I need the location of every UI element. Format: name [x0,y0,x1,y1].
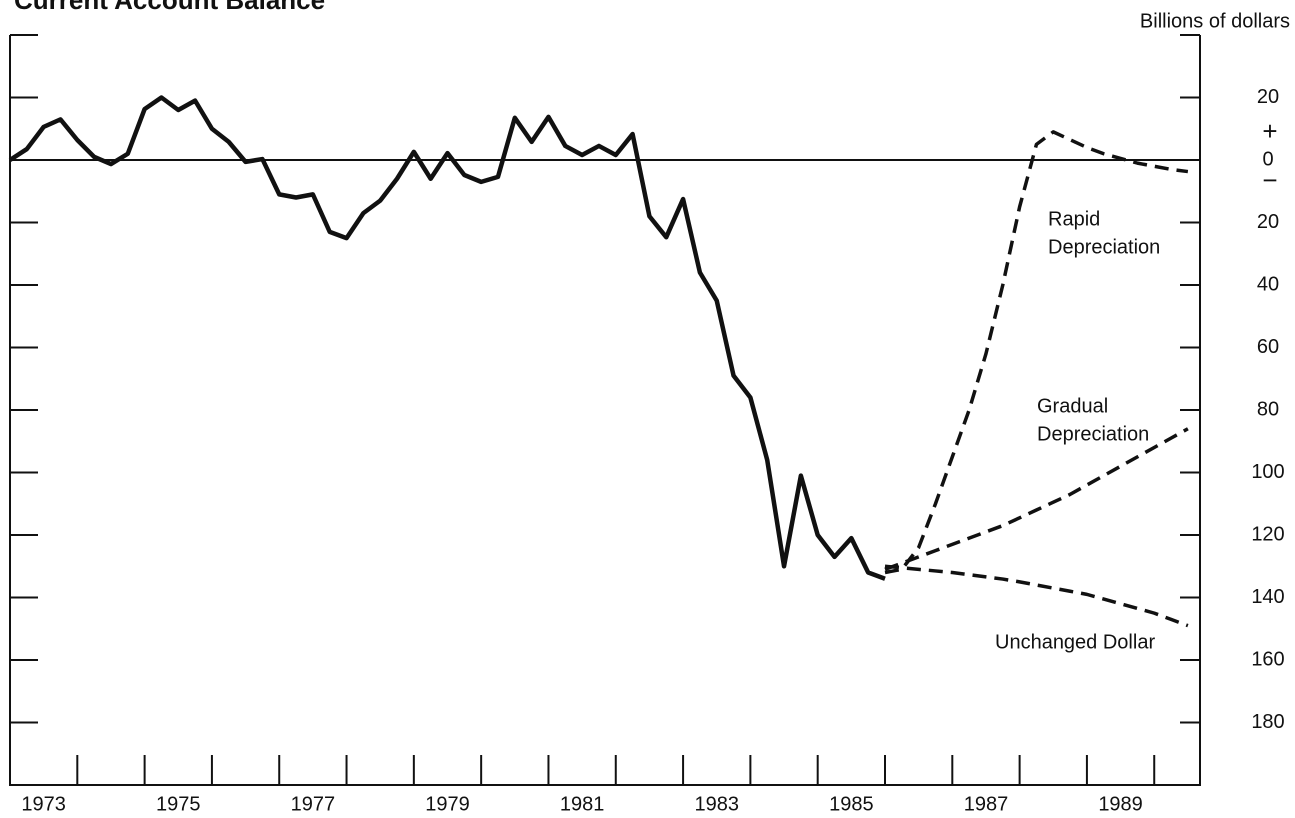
y-tick-label: 60 [1257,336,1279,358]
y-tick-label: 160 [1251,648,1284,670]
x-tick-label: 1989 [1098,793,1143,815]
y-tick-label: 20 [1257,86,1279,108]
annotation: Depreciation [1037,423,1149,445]
x-tick-label: 1973 [21,793,66,815]
series-line [8,95,886,581]
x-tick-label: 1983 [694,793,739,815]
y-tick-label: 40 [1257,273,1279,295]
x-tick-label: 1977 [291,793,336,815]
y-tick-label: 0 [1262,148,1273,170]
x-tick-label: 1979 [425,793,470,815]
y-tick-label: 120 [1251,523,1284,545]
annotation: Depreciation [1048,236,1160,258]
y-tick-label: 100 [1251,461,1284,483]
x-tick-label: 1975 [156,793,201,815]
x-tick-label: 1987 [964,793,1009,815]
series-line [884,130,1189,575]
y-tick-label: 80 [1257,398,1279,420]
y-tick-label: 140 [1251,586,1284,608]
series-line [884,427,1189,572]
annotation: Unchanged Dollar [995,631,1155,653]
minus-sign: − [1262,165,1277,195]
x-tick-label: 1985 [829,793,874,815]
annotation: Rapid [1048,208,1100,230]
annotation: Gradual [1037,395,1108,417]
y-tick-label: 180 [1251,711,1284,733]
x-tick-label: 1981 [560,793,605,815]
series-line [884,564,1189,628]
plus-sign: + [1262,116,1277,146]
y-axis-label: Billions of dollars [1140,10,1290,32]
chart-title: Current Account Balance [14,0,325,15]
y-tick-label: 20 [1257,211,1279,233]
